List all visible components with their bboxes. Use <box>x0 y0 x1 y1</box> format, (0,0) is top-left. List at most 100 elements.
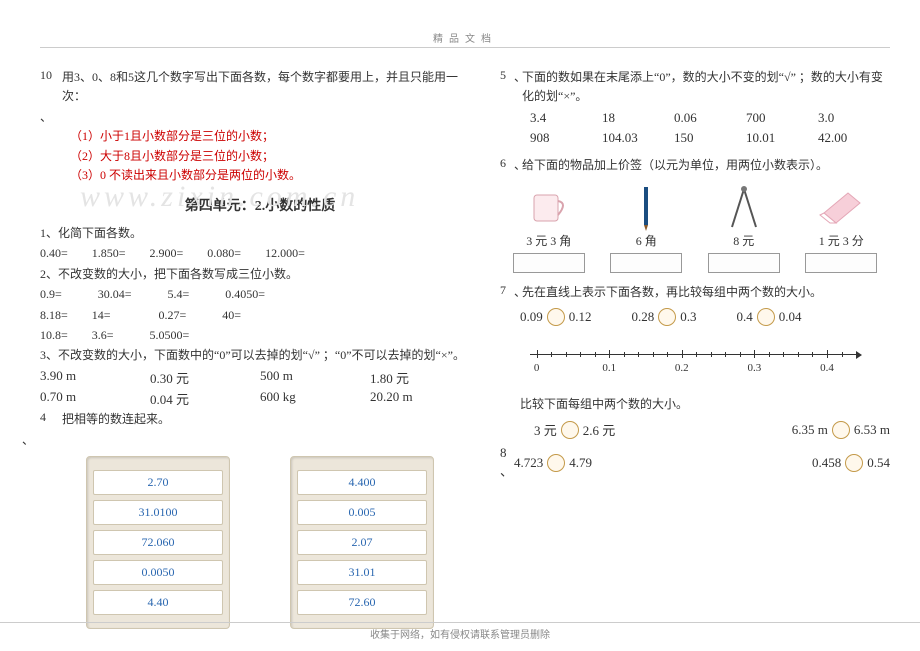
q4-sub: 、 <box>22 433 34 447</box>
q8-r1c: 6.35 m <box>792 422 828 438</box>
q8-r2d: 0.54 <box>867 455 890 471</box>
panelB-4: 72.60 <box>297 590 427 615</box>
circle-blank[interactable] <box>658 308 676 326</box>
q2-row2: 8.18= 14= 0.27= 40= <box>40 305 480 325</box>
q3-r2c2: 0.04 元 <box>150 389 260 408</box>
q5-r1-1: 18 <box>602 110 674 126</box>
tick-1: 0.1 <box>602 362 616 374</box>
q7-p1b: 0.12 <box>569 309 592 325</box>
q3-r2c3: 600 kg <box>260 389 370 408</box>
q2-row1: 0.9= 30.04= 5.4= 0.4050= <box>40 284 480 304</box>
q2-row3: 10.8= 3.6= 5.0500= <box>40 325 480 345</box>
item-mug: 3 元 3 角 <box>513 182 585 273</box>
right-column: 5 、 下面的数如果在末尾添上“0”，数的大小不变的划“√” ；数的大小有变化的… <box>500 68 890 629</box>
q5-title: 下面的数如果在末尾添上“0”，数的大小不变的划“√” ；数的大小有变化的划“×”… <box>522 68 890 106</box>
q7-p3b: 0.04 <box>779 309 802 325</box>
q8-sub: 、 <box>500 464 513 479</box>
circle-blank[interactable] <box>561 421 579 439</box>
q10-stem: 用3、0、8和5这几个数字写出下面各数，每个数字都要用上，并且只能用一次： <box>62 68 480 106</box>
q7-title: 先在直线上表示下面各数，再比较每组中两个数的大小。 <box>522 283 890 302</box>
panelB-3: 31.01 <box>297 560 427 585</box>
q3-r1c3: 500 m <box>260 368 370 387</box>
circle-blank[interactable] <box>845 454 863 472</box>
item-eraser: 1 元 3 分 <box>805 182 877 273</box>
q3-r1c1: 3.90 m <box>40 368 150 387</box>
q6-sub: 、 <box>514 156 522 173</box>
q7-number: 7 <box>500 283 514 298</box>
q8-number: 8 <box>500 445 507 460</box>
mug-icon <box>526 187 572 227</box>
panelB-2: 2.07 <box>297 530 427 555</box>
q10-item1: （1）小于1且小数部分是三位的小数； <box>70 129 274 143</box>
q10-number: 10 <box>40 68 62 83</box>
q5-r2-0: 908 <box>530 130 602 146</box>
q3-r2c1: 0.70 m <box>40 389 150 408</box>
q5-r2-3: 10.01 <box>746 130 818 146</box>
q8-r1a: 3 元 <box>534 420 557 439</box>
panel-left: 2.70 31.0100 72.060 0.0050 4.40 <box>86 456 230 629</box>
panelA-4: 4.40 <box>93 590 223 615</box>
q10-item2: （2）大于8且小数部分是三位的小数； <box>70 149 274 163</box>
left-column: 10 用3、0、8和5这几个数字写出下面各数，每个数字都要用上，并且只能用一次：… <box>40 68 480 629</box>
tick-4: 0.4 <box>820 362 834 374</box>
price-box-3[interactable] <box>708 253 780 273</box>
circle-blank[interactable] <box>547 454 565 472</box>
q1-title: 1、化简下面各数。 <box>40 223 480 243</box>
circle-blank[interactable] <box>757 308 775 326</box>
q10-item3: （3）0 不读出来且小数部分是两位的小数。 <box>70 168 301 182</box>
q8-r2a: 4.723 <box>514 455 543 471</box>
page-footer: 收集于网络，如有侵权请联系管理员删除 <box>0 622 920 641</box>
tick-3: 0.3 <box>748 362 762 374</box>
circle-blank[interactable] <box>832 421 850 439</box>
q3-title: 3、不改变数的大小，下面数中的“0”可以去掉的划“√” ；“0”不可以去掉的划“… <box>40 345 480 365</box>
number-line: 0 0.1 0.2 0.3 0.4 <box>530 344 860 384</box>
q7-sub: 、 <box>514 283 522 300</box>
q5-r2-4: 42.00 <box>818 130 890 146</box>
q8-r2c: 0.458 <box>812 455 841 471</box>
item-compass: 8 元 <box>708 182 780 273</box>
panelA-2: 72.060 <box>93 530 223 555</box>
panelB-0: 4.400 <box>297 470 427 495</box>
price-box-1[interactable] <box>513 253 585 273</box>
item-eraser-label: 1 元 3 分 <box>805 232 877 249</box>
panelA-0: 2.70 <box>93 470 223 495</box>
section-title: 第四单元：2.小数的性质 <box>40 195 480 215</box>
tick-2: 0.2 <box>675 362 689 374</box>
compass-icon <box>726 183 762 231</box>
q7-p2b: 0.3 <box>680 309 696 325</box>
tick-0: 0 <box>534 362 540 374</box>
circle-blank[interactable] <box>547 308 565 326</box>
q8-intro: 比较下面每组中两个数的大小。 <box>520 394 890 414</box>
q5-r1-4: 3.0 <box>818 110 890 126</box>
q5-r2-2: 150 <box>674 130 746 146</box>
q6-number: 6 <box>500 156 514 171</box>
panel-right: 4.400 0.005 2.07 31.01 72.60 <box>290 456 434 629</box>
q7-p2a: 0.28 <box>632 309 655 325</box>
item-pen: 6 角 <box>610 182 682 273</box>
panelB-1: 0.005 <box>297 500 427 525</box>
page-header: 精品文档 <box>40 30 890 48</box>
panelA-1: 31.0100 <box>93 500 223 525</box>
pen-icon <box>636 183 656 231</box>
q3-r2c4: 20.20 m <box>370 389 480 408</box>
q7-p3a: 0.4 <box>737 309 753 325</box>
q8-r2b: 4.79 <box>569 455 592 471</box>
price-box-2[interactable] <box>610 253 682 273</box>
q5-sub: 、 <box>514 68 522 85</box>
q1-row0: 0.40= 1.850= 2.900= 0.080= 12.000= <box>40 243 480 263</box>
panelA-3: 0.0050 <box>93 560 223 585</box>
q8-r1b: 2.6 元 <box>583 420 616 439</box>
q8-r1d: 6.53 m <box>854 422 890 438</box>
item-pen-label: 6 角 <box>610 232 682 249</box>
q3-r1c4: 1.80 元 <box>370 368 480 387</box>
q4-title: 把相等的数连起来。 <box>62 410 480 429</box>
price-box-4[interactable] <box>805 253 877 273</box>
q10-sub: 、 <box>40 108 62 125</box>
q5-r1-0: 3.4 <box>530 110 602 126</box>
q2-title: 2、不改变数的大小，把下面各数写成三位小数。 <box>40 264 480 284</box>
eraser-icon <box>818 189 864 225</box>
q5-r1-3: 700 <box>746 110 818 126</box>
q4-number: 4 <box>40 410 62 425</box>
item-mug-label: 3 元 3 角 <box>513 232 585 249</box>
q5-r1-2: 0.06 <box>674 110 746 126</box>
